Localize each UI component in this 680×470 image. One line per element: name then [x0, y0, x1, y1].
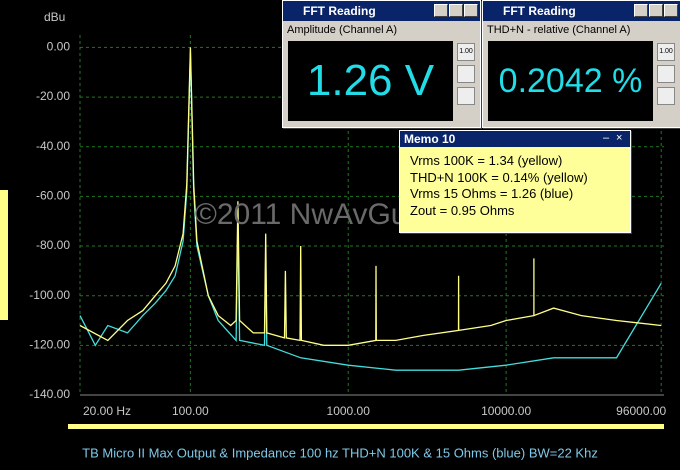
x-tick-label: 20.00 Hz [83, 404, 131, 418]
maximize[interactable] [649, 4, 663, 17]
spectrum-line [79, 52, 662, 371]
button[interactable] [457, 65, 475, 83]
button[interactable]: 1.00 [457, 43, 475, 61]
y-tick-label: -140.00 [29, 387, 70, 401]
button[interactable] [657, 87, 675, 105]
caption: TB Micro II Max Output & Impedance 100 h… [82, 445, 598, 460]
subtitle: THD+N - relative (Channel A) [487, 24, 631, 36]
memo-window: Memo 10 – × Vrms 100K = 1.34 (yellow) THD+… [399, 130, 631, 233]
title-bar: FFT Reading [483, 1, 680, 21]
button[interactable] [657, 65, 675, 83]
y-tick-label: -40.00 [36, 139, 70, 153]
spectrum-line [79, 47, 662, 346]
reading: 0.2042 % [488, 41, 653, 121]
reading: 1.26 V [288, 41, 453, 121]
minimize[interactable] [434, 4, 448, 17]
memo-title: Memo 10 [400, 131, 630, 147]
memo-line: Vrms 100K = 1.34 (yellow) [410, 153, 563, 168]
y-tick-label: -120.00 [29, 338, 70, 352]
fft-window: FFT Reading THD+N - relative (Channel A)… [482, 0, 680, 128]
minimize[interactable] [634, 4, 648, 17]
minimize[interactable]: – [603, 132, 610, 144]
memo-line: Vrms 15 Ohms = 1.26 (blue) [410, 186, 574, 201]
close[interactable]: × [616, 132, 623, 144]
close[interactable] [464, 4, 478, 17]
x-tick-label: 10000.00 [481, 404, 531, 418]
y-tick-label: 0.00 [47, 40, 71, 54]
x-tick-label: 100.00 [172, 404, 209, 418]
x-tick-label: 96000.00 [616, 404, 666, 418]
button[interactable]: 1.00 [657, 43, 675, 61]
fft-window: FFT Reading Amplitude (Channel A) 1.26 V… [282, 0, 481, 128]
memo-line: THD+N 100K = 0.14% (yellow) [410, 169, 588, 185]
close[interactable] [664, 4, 678, 17]
y-tick-label: -20.00 [36, 89, 70, 103]
memo-body: Vrms 100K = 1.34 (yellow) THD+N 100K = 0.… [400, 147, 630, 225]
y-axis-label: dBu [44, 10, 65, 24]
scroll-bar [68, 424, 664, 429]
title-bar: FFT Reading [283, 1, 480, 21]
subtitle: Amplitude (Channel A) [287, 24, 398, 36]
y-tick-label: -100.00 [29, 288, 70, 302]
level-bar [0, 190, 8, 320]
y-tick-label: -80.00 [36, 238, 70, 252]
maximize[interactable] [449, 4, 463, 17]
memo-line: Zout = 0.95 Ohms [410, 202, 515, 218]
button[interactable] [457, 87, 475, 105]
x-tick-label: 1000.00 [327, 404, 371, 418]
y-tick-label: -60.00 [36, 189, 70, 203]
